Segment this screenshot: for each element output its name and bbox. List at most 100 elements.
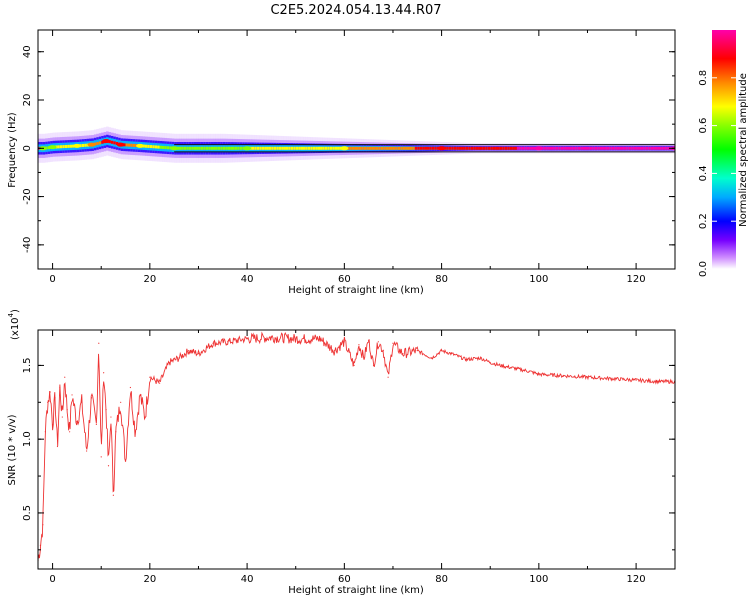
- spectrogram-x-tick-label: 120: [627, 274, 646, 285]
- spectrogram-ridge-cell: [405, 146, 408, 150]
- snr-y-scale-exponent: 4: [7, 312, 15, 317]
- snr-x-tick-label: 0: [49, 574, 55, 585]
- spectrogram-ridge-cell: [334, 146, 338, 150]
- spectrogram-ridge-cell: [227, 146, 231, 150]
- spectrogram-ridge-cell: [570, 146, 574, 150]
- snr-point: [149, 376, 151, 378]
- colorbar-tick-label: 0.2: [698, 213, 709, 229]
- snr-point: [105, 409, 107, 411]
- spectrogram-ridge-cell: [67, 144, 70, 148]
- snr-y-ticks: 0.5 1.0 1.5: [22, 357, 675, 551]
- snr-point: [387, 376, 389, 378]
- snr-point: [416, 350, 418, 352]
- snr-point: [659, 381, 662, 383]
- spectrogram-ridge-cell: [626, 146, 629, 150]
- spectrogram-ridge-cell: [648, 146, 651, 150]
- spectrogram-ridge-cell: [427, 146, 430, 150]
- spectrogram-ridge-cell: [392, 146, 396, 150]
- snr-point: [76, 420, 78, 423]
- spectrogram-ridge-cell: [660, 146, 664, 150]
- spectrogram-ridge-cell: [183, 146, 187, 150]
- spectrogram-ridge-cell: [526, 146, 530, 150]
- spectrogram-ridge-cell: [161, 145, 165, 149]
- spectrogram-x-ticks: 0 20 40 60 80 100 120: [49, 30, 646, 285]
- spectrogram-ridge-cell: [662, 146, 666, 150]
- spectrogram-ridge-cell: [611, 146, 615, 150]
- spectrogram-ridge-point: [102, 139, 111, 144]
- spectrogram-ridge-cell: [580, 146, 583, 150]
- spectrogram-ridge-cell: [465, 146, 469, 150]
- spectrogram-ridge-cell: [657, 146, 661, 150]
- spectrogram-ridge-cell: [210, 146, 214, 150]
- spectrogram-ridge-cell: [115, 141, 119, 145]
- spectrogram-ridge-point: [243, 146, 252, 151]
- snr-point: [450, 353, 452, 355]
- spectrogram-ridge-cell: [147, 144, 151, 148]
- spectrogram-ridge-cell: [568, 146, 571, 150]
- snr-point: [39, 544, 42, 546]
- spectrogram-x-tick-label: 60: [338, 274, 351, 285]
- snr-point: [528, 370, 530, 372]
- snr-point: [368, 339, 370, 341]
- spectrogram-ridge-cell: [446, 146, 450, 150]
- spectrogram-ridge-cell: [320, 146, 323, 150]
- spectrogram-ridge-cell: [497, 146, 501, 150]
- spectrogram-ridge-cell: [473, 146, 476, 150]
- spectrogram-ridge-cell: [409, 146, 413, 150]
- spectrogram-ridge-cell: [232, 146, 236, 150]
- snr-y-tick-label: 0.5: [22, 505, 33, 521]
- svg-text:(x104): (x104): [7, 309, 21, 340]
- snr-point: [66, 409, 68, 411]
- spectrogram-ridge-cell: [631, 146, 634, 150]
- spectrogram-ridge-cell: [512, 146, 515, 150]
- spectrogram-ridge-cell: [81, 143, 85, 147]
- snr-point: [120, 401, 122, 403]
- spectrogram-ridge-cell: [310, 146, 313, 150]
- spectrogram-ridge-cell: [470, 146, 474, 150]
- spectrogram-ridge-cell: [619, 146, 622, 150]
- snr-point: [188, 350, 190, 352]
- colorbar-tick-label: 0.6: [698, 118, 709, 134]
- spectrogram-ridge-cell: [203, 146, 206, 150]
- spectrogram-ridge-cell: [504, 146, 508, 150]
- spectrogram-ridge-cell: [59, 145, 63, 149]
- spectrogram-ridge-cell: [317, 146, 321, 150]
- snr-point: [134, 431, 136, 433]
- spectrogram-ridge-cell: [499, 146, 503, 150]
- spectrogram-ridge-cell: [166, 146, 170, 150]
- spectrogram-ridge-cell: [407, 146, 411, 150]
- spectrogram-ridge-cell: [261, 146, 265, 150]
- snr-point: [270, 336, 273, 338]
- spectrogram-y-tick-label: 20: [22, 94, 33, 107]
- snr-point: [144, 416, 146, 418]
- spectrogram-ridge-cell: [640, 146, 644, 150]
- spectrogram-ridge-cell: [655, 146, 659, 150]
- spectrogram-ridge-cell: [597, 146, 600, 150]
- spectrogram-ridge-cell: [414, 146, 418, 150]
- spectrogram-ridge-cell: [529, 146, 532, 150]
- spectrogram-ridge-cell: [198, 146, 202, 150]
- snr-y-label: SNR (10 * v/v): [7, 414, 18, 485]
- spectrogram-ridge-cell: [492, 146, 496, 150]
- spectrogram-ridge-cell: [412, 146, 416, 150]
- snr-point: [110, 416, 112, 418]
- spectrogram-ridge-cell: [266, 146, 270, 150]
- spectrogram-ridge-cell: [478, 146, 481, 150]
- spectrogram-ridge-point: [534, 146, 543, 151]
- spectrogram-ridge-cell: [422, 146, 425, 150]
- spectrogram-ridge-cell: [606, 146, 610, 150]
- spectrogram-ridge-cell: [565, 146, 569, 150]
- spectrogram-ridge-cell: [293, 146, 296, 150]
- spectrogram-x-label: Height of straight line (km): [288, 285, 424, 296]
- colorbar-ticks: 0.0 0.2 0.4 0.6 0.8: [698, 70, 736, 277]
- snr-point: [90, 397, 93, 399]
- spectrogram-ridge-cell: [268, 146, 272, 150]
- spectrogram-y-tick-label: -20: [22, 188, 33, 204]
- spectrogram-ridge-cell: [361, 146, 364, 150]
- snr-point: [377, 341, 379, 343]
- snr-point: [64, 376, 66, 378]
- snr-point: [227, 341, 229, 343]
- spectrogram-ridge-cell: [563, 146, 566, 150]
- spectrogram-y-ticks: 40 20 0 -20 -40: [22, 45, 675, 270]
- spectrogram-ridge-cell: [278, 146, 282, 150]
